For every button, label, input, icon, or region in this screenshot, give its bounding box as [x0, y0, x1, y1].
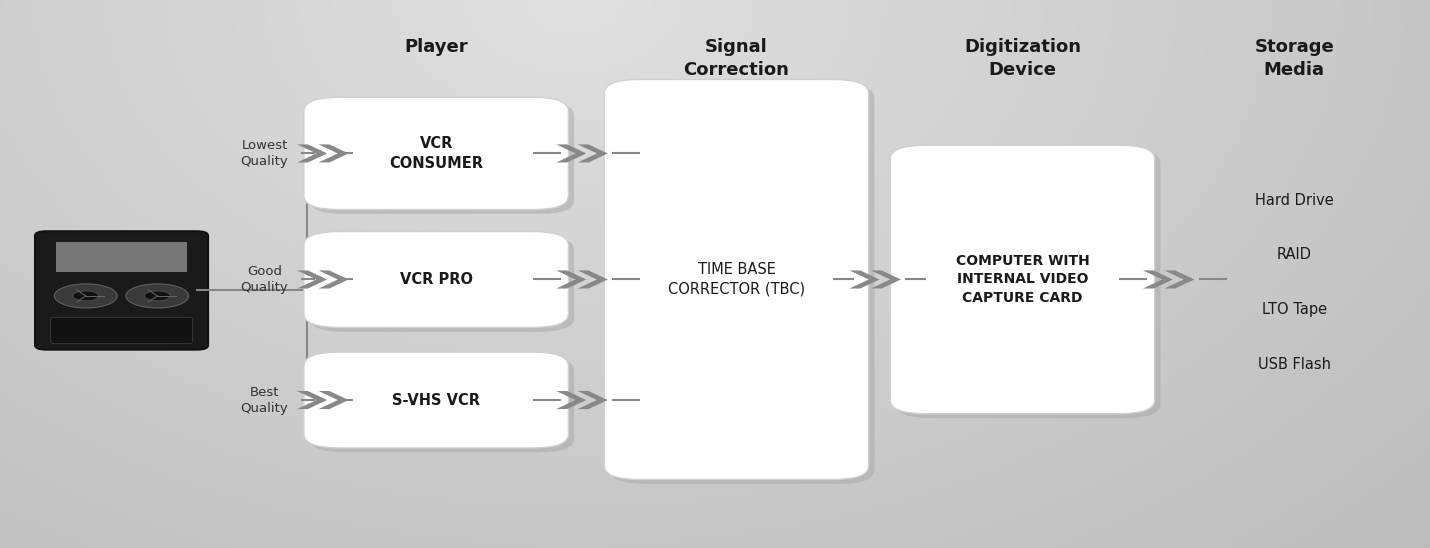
Text: Signal
Correction: Signal Correction	[684, 38, 789, 78]
Polygon shape	[319, 271, 349, 288]
Polygon shape	[556, 271, 586, 288]
Circle shape	[126, 284, 189, 308]
Text: LTO Tape: LTO Tape	[1261, 302, 1327, 317]
Polygon shape	[578, 271, 608, 288]
Text: Hard Drive: Hard Drive	[1254, 192, 1334, 208]
Text: USB Flash: USB Flash	[1257, 357, 1331, 372]
Text: RAID: RAID	[1277, 247, 1311, 262]
Polygon shape	[297, 271, 327, 288]
FancyBboxPatch shape	[309, 102, 573, 214]
Polygon shape	[849, 271, 879, 288]
Text: TIME BASE
CORRECTOR (TBC): TIME BASE CORRECTOR (TBC)	[668, 262, 805, 297]
FancyBboxPatch shape	[36, 231, 209, 350]
FancyBboxPatch shape	[309, 236, 573, 332]
Text: Best
Quality: Best Quality	[240, 386, 289, 414]
Polygon shape	[871, 271, 901, 288]
Text: Digitization
Device: Digitization Device	[964, 38, 1081, 78]
Polygon shape	[297, 145, 327, 162]
Polygon shape	[578, 391, 608, 409]
Circle shape	[73, 291, 99, 301]
Polygon shape	[556, 391, 586, 409]
FancyBboxPatch shape	[303, 232, 568, 328]
Text: S-VHS VCR: S-VHS VCR	[392, 392, 480, 408]
Bar	[57, 242, 186, 272]
Text: Storage
Media: Storage Media	[1254, 38, 1334, 78]
Polygon shape	[556, 145, 586, 162]
Polygon shape	[319, 391, 349, 409]
FancyBboxPatch shape	[609, 84, 874, 484]
FancyBboxPatch shape	[889, 145, 1154, 414]
Text: COMPUTER WITH
INTERNAL VIDEO
CAPTURE CARD: COMPUTER WITH INTERNAL VIDEO CAPTURE CAR…	[955, 254, 1090, 305]
FancyBboxPatch shape	[303, 352, 568, 448]
Circle shape	[144, 291, 170, 301]
Polygon shape	[297, 391, 327, 409]
Polygon shape	[1143, 271, 1173, 288]
Text: Lowest
Quality: Lowest Quality	[240, 139, 289, 168]
FancyBboxPatch shape	[603, 79, 868, 479]
Polygon shape	[319, 145, 349, 162]
FancyBboxPatch shape	[51, 317, 192, 344]
Circle shape	[54, 284, 117, 308]
FancyBboxPatch shape	[895, 150, 1161, 418]
Polygon shape	[1164, 271, 1194, 288]
Text: Good
Quality: Good Quality	[240, 265, 289, 294]
FancyBboxPatch shape	[309, 356, 573, 453]
Text: Player: Player	[405, 38, 468, 56]
Text: VCR
CONSUMER: VCR CONSUMER	[389, 136, 483, 171]
Polygon shape	[578, 145, 608, 162]
Text: VCR PRO: VCR PRO	[399, 272, 473, 287]
FancyBboxPatch shape	[303, 98, 568, 210]
